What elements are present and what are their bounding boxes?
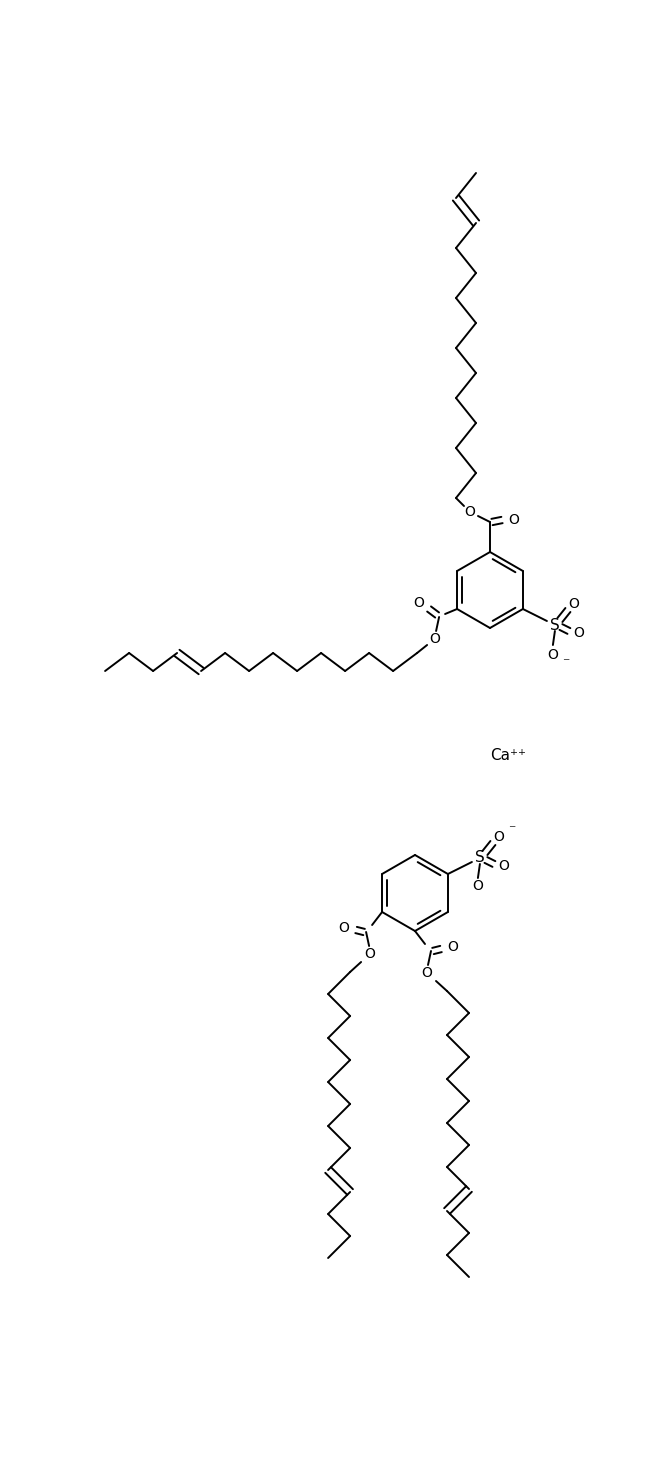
- Text: ⁻: ⁻: [562, 656, 569, 670]
- Text: O: O: [508, 512, 519, 527]
- Text: O: O: [569, 597, 579, 610]
- Text: O: O: [494, 829, 504, 844]
- Text: ⁻: ⁻: [508, 823, 516, 837]
- Text: O: O: [421, 967, 432, 980]
- Text: S: S: [550, 618, 560, 632]
- Text: O: O: [498, 858, 509, 873]
- Text: O: O: [365, 948, 375, 961]
- Text: O: O: [339, 921, 349, 934]
- Text: O: O: [413, 596, 425, 610]
- Text: O: O: [573, 626, 584, 639]
- Text: S: S: [475, 851, 485, 866]
- Text: O: O: [472, 879, 483, 894]
- Text: Ca⁺⁺: Ca⁺⁺: [490, 748, 526, 762]
- Text: O: O: [448, 940, 458, 953]
- Text: O: O: [464, 505, 476, 518]
- Text: O: O: [429, 632, 440, 645]
- Text: O: O: [547, 648, 559, 661]
